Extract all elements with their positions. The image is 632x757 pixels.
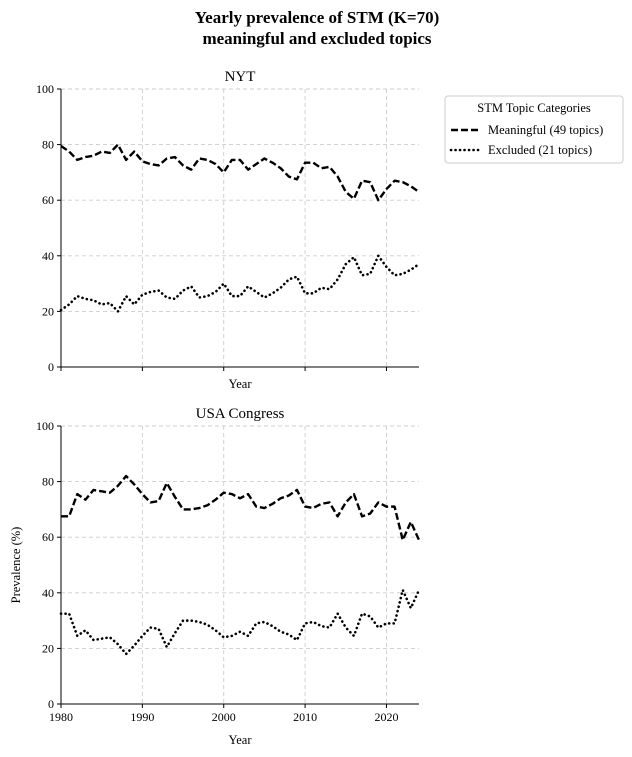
series-line-excluded <box>59 254 421 313</box>
y-tick-label: 0 <box>48 360 54 374</box>
y-tick-label: 40 <box>42 586 54 600</box>
series-line-meaningful <box>60 143 420 202</box>
y-tick-label: 100 <box>36 419 54 433</box>
legend-frame <box>444 95 624 164</box>
legend-label-excluded: Excluded (21 topics) <box>488 143 592 157</box>
x-tick-label: 1990 <box>130 710 154 724</box>
x-axis-label: Year <box>228 733 252 747</box>
y-tick-label: 40 <box>42 249 54 263</box>
panel-title: USA Congress <box>196 406 285 422</box>
y-tick-label: 60 <box>42 530 54 544</box>
y-axis-label: Prevalence (%) <box>9 527 23 604</box>
figure-title-line1: Yearly prevalence of STM (K=70) <box>195 8 440 27</box>
figure-title-line2: meaningful and excluded topics <box>202 29 431 48</box>
y-tick-label: 20 <box>42 641 54 655</box>
y-tick-label: 80 <box>42 138 54 152</box>
series-line-excluded <box>59 588 421 656</box>
y-tick-label: 20 <box>42 304 54 318</box>
legend-label-meaningful: Meaningful (49 topics) <box>488 123 603 137</box>
legend: STM Topic Categories Meaningful (49 topi… <box>444 95 624 164</box>
x-tick-label: 2010 <box>293 710 317 724</box>
x-tick-label: 2000 <box>212 710 236 724</box>
y-tick-label: 100 <box>36 82 54 96</box>
y-tick-label: 0 <box>48 697 54 711</box>
y-tick-label: 80 <box>42 475 54 489</box>
panel-nyt: 0 20 40 60 80 100 NYT Year <box>36 69 421 391</box>
series-line-meaningful <box>61 474 421 542</box>
x-tick-label: 1980 <box>49 710 73 724</box>
x-axis-label: Year <box>228 377 252 391</box>
x-tick-label: 2020 <box>374 710 398 724</box>
panel-title: NYT <box>225 69 256 85</box>
panel-usa-congress: 0 20 40 60 80 100 1980 1990 2000 2010 2020 USA Cong… <box>9 406 421 747</box>
legend-title: STM Topic Categories <box>477 101 591 115</box>
y-tick-label: 60 <box>42 193 54 207</box>
